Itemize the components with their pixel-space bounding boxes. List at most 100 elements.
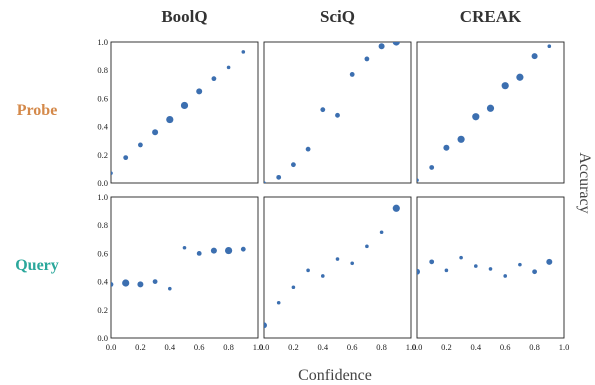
data-point-probe-boolq-3	[152, 129, 159, 136]
y-axis-title: Accuracy	[576, 152, 593, 213]
data-point-query-sciq-0	[264, 322, 267, 329]
data-point-probe-creak-3	[457, 135, 465, 143]
data-point-probe-boolq-1	[123, 155, 129, 161]
data-point-probe-boolq-7	[211, 76, 217, 82]
panel-probe-creak	[416, 41, 565, 184]
data-point-query-boolq-1	[122, 279, 130, 287]
data-point-query-sciq-8	[379, 230, 384, 235]
x-tick-label: 1.0	[253, 342, 264, 352]
data-point-query-creak-4	[474, 264, 478, 268]
data-point-probe-creak-5	[486, 104, 495, 112]
data-point-query-boolq-4	[168, 286, 172, 291]
panel-probe-boolq	[110, 41, 259, 184]
data-point-probe-sciq-1	[276, 174, 282, 180]
data-point-query-sciq-6	[350, 261, 355, 266]
data-point-probe-sciq-4	[320, 107, 326, 113]
x-tick-label: 0.2	[288, 342, 299, 352]
data-point-query-creak-0	[417, 268, 420, 275]
data-point-probe-boolq-6	[196, 88, 203, 95]
panel-frame	[263, 41, 412, 184]
y-tick-label: 0.2	[97, 150, 108, 160]
panel-frame	[263, 196, 412, 339]
data-point-probe-creak-6	[501, 82, 509, 90]
x-tick-label: 0.0	[106, 342, 117, 352]
y-tick-label: 0.4	[97, 122, 108, 132]
x-tick-label: 0.0	[259, 342, 270, 352]
x-tick-label: 0.4	[164, 342, 175, 352]
x-tick-label: 0.8	[223, 342, 234, 352]
data-point-query-boolq-2	[137, 281, 144, 288]
y-tick-label: 0.0	[97, 333, 108, 343]
data-point-query-sciq-9	[392, 204, 400, 212]
x-tick-label: 0.2	[135, 342, 146, 352]
data-point-query-boolq-5	[182, 245, 187, 250]
data-point-query-creak-1	[429, 259, 435, 265]
x-tick-label: 0.4	[317, 342, 328, 352]
panel-query-creak	[416, 196, 565, 339]
column-title-sciq: SciQ	[320, 7, 355, 26]
x-tick-label: 0.2	[441, 342, 452, 352]
data-point-query-creak-7	[518, 262, 522, 267]
x-tick-label: 0.6	[500, 342, 511, 352]
y-tick-label: 0.6	[97, 93, 108, 103]
data-point-probe-creak-9	[547, 44, 552, 49]
data-point-probe-creak-8	[531, 53, 538, 60]
row-title-probe: Probe	[17, 102, 58, 119]
column-title-creak: CREAK	[460, 7, 522, 26]
data-point-query-boolq-3	[152, 279, 158, 284]
data-point-query-boolq-8	[225, 246, 233, 255]
y-tick-label: 0.4	[97, 277, 108, 287]
data-point-query-sciq-4	[321, 274, 325, 278]
column-title-boolq: BoolQ	[161, 7, 207, 26]
data-point-query-creak-9	[546, 258, 553, 265]
x-tick-label: 1.0	[559, 342, 570, 352]
y-tick-label: 0.6	[97, 248, 108, 258]
data-point-query-sciq-7	[365, 244, 369, 249]
data-point-query-creak-2	[444, 268, 449, 273]
panel-probe-sciq	[263, 41, 412, 184]
data-point-probe-sciq-5	[335, 112, 340, 118]
y-tick-label: 1.0	[97, 37, 108, 47]
x-tick-label: 0.8	[529, 342, 540, 352]
data-point-query-boolq-9	[240, 246, 246, 252]
x-axis-title: Confidence	[298, 367, 372, 384]
data-point-query-creak-3	[459, 255, 463, 260]
data-point-probe-creak-2	[443, 144, 450, 151]
data-point-probe-sciq-7	[364, 56, 370, 62]
x-tick-label: 0.6	[194, 342, 205, 352]
data-point-probe-sciq-3	[305, 146, 311, 152]
x-tick-label: 0.8	[376, 342, 387, 352]
y-tick-label: 0.8	[97, 220, 108, 230]
data-point-query-sciq-2	[291, 285, 296, 290]
data-point-probe-boolq-5	[180, 101, 189, 110]
data-point-probe-sciq-0	[264, 181, 266, 183]
y-tick-label: 0.8	[97, 65, 108, 75]
data-point-query-boolq-0	[111, 282, 114, 287]
data-point-query-boolq-6	[196, 251, 202, 256]
data-point-probe-creak-7	[516, 73, 524, 81]
data-point-probe-boolq-8	[226, 65, 231, 70]
data-point-probe-creak-4	[472, 113, 480, 121]
panel-frame	[110, 196, 259, 339]
panel-frame	[110, 41, 259, 184]
data-point-probe-boolq-2	[138, 142, 143, 148]
data-point-query-creak-6	[503, 274, 508, 278]
row-title-query: Query	[15, 257, 59, 274]
data-point-probe-boolq-4	[166, 115, 174, 124]
data-point-probe-sciq-2	[291, 162, 296, 168]
data-point-probe-creak-0	[417, 178, 419, 182]
data-point-probe-sciq-8	[378, 43, 385, 50]
data-point-probe-boolq-9	[241, 50, 246, 54]
data-point-query-sciq-5	[335, 257, 340, 261]
y-tick-label: 1.0	[97, 192, 108, 202]
data-point-query-creak-5	[488, 267, 493, 271]
panel-frame	[416, 41, 565, 184]
data-point-query-creak-8	[532, 269, 537, 275]
data-point-probe-creak-1	[429, 165, 435, 170]
data-point-probe-sciq-6	[349, 72, 355, 77]
x-tick-label: 0.6	[347, 342, 358, 352]
panel-query-sciq	[263, 196, 412, 339]
x-tick-label: 0.0	[412, 342, 423, 352]
data-point-query-boolq-7	[210, 247, 217, 254]
